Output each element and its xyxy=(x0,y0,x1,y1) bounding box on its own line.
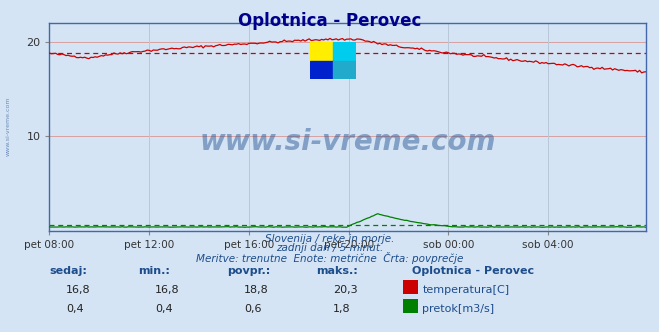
Text: www.si-vreme.com: www.si-vreme.com xyxy=(200,127,496,155)
Text: min.:: min.: xyxy=(138,266,170,276)
Text: 16,8: 16,8 xyxy=(66,285,90,295)
Bar xyxy=(333,42,356,61)
Text: 16,8: 16,8 xyxy=(155,285,179,295)
Text: www.si-vreme.com: www.si-vreme.com xyxy=(5,96,11,156)
Text: 0,4: 0,4 xyxy=(155,304,173,314)
Text: Oplotnica - Perovec: Oplotnica - Perovec xyxy=(412,266,534,276)
Text: 1,8: 1,8 xyxy=(333,304,351,314)
Text: povpr.:: povpr.: xyxy=(227,266,271,276)
Text: zadnji dan / 5 minut.: zadnji dan / 5 minut. xyxy=(276,243,383,253)
Bar xyxy=(310,61,333,79)
Text: Meritve: trenutne  Enote: metrične  Črta: povprečje: Meritve: trenutne Enote: metrične Črta: … xyxy=(196,252,463,264)
Text: 0,6: 0,6 xyxy=(244,304,262,314)
Text: 0,4: 0,4 xyxy=(66,304,84,314)
Bar xyxy=(310,42,333,61)
Text: temperatura[C]: temperatura[C] xyxy=(422,285,509,295)
Text: Oplotnica - Perovec: Oplotnica - Perovec xyxy=(238,12,421,30)
Text: Slovenija / reke in morje.: Slovenija / reke in morje. xyxy=(265,234,394,244)
Text: 20,3: 20,3 xyxy=(333,285,357,295)
Bar xyxy=(333,61,356,79)
Text: maks.:: maks.: xyxy=(316,266,358,276)
Text: sedaj:: sedaj: xyxy=(49,266,87,276)
Text: pretok[m3/s]: pretok[m3/s] xyxy=(422,304,494,314)
Text: 18,8: 18,8 xyxy=(244,285,269,295)
